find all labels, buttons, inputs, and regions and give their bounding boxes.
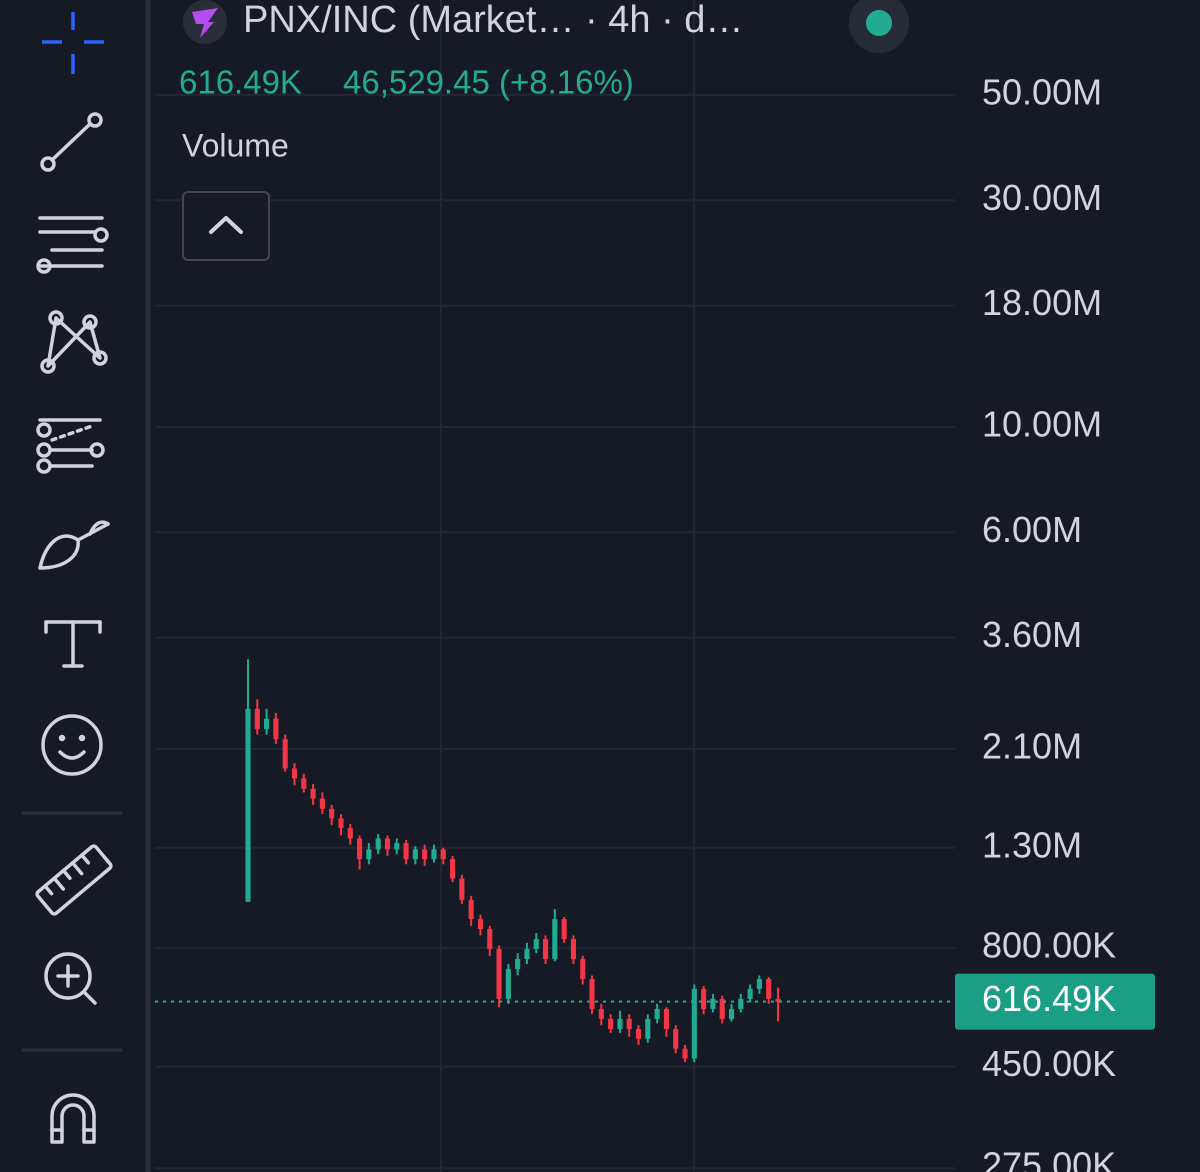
- y-tick-label: 18.00M: [982, 282, 1102, 323]
- y-tick-label: 800.00K: [982, 924, 1116, 965]
- candle-body: [310, 788, 316, 799]
- text-tool[interactable]: [44, 620, 102, 668]
- candle-body: [654, 1009, 660, 1019]
- candle-body: [412, 849, 418, 860]
- candle-body: [766, 979, 772, 999]
- candle-body: [282, 739, 288, 769]
- candle-body: [691, 988, 697, 1059]
- candle-body: [710, 998, 716, 1010]
- candle-body: [245, 708, 251, 902]
- candle-body: [477, 919, 484, 929]
- volume-value: 616.49K: [179, 64, 302, 101]
- candle-body: [682, 1048, 688, 1059]
- candle-body: [775, 998, 781, 1002]
- candle-body: [384, 838, 391, 850]
- y-tick-label: 6.00M: [982, 509, 1082, 550]
- header: PNX/INC (Market… · 4h · d… 616.49K 46,52…: [179, 0, 909, 261]
- y-tick-label: 1.30M: [982, 824, 1082, 865]
- candle-body: [570, 939, 576, 960]
- horizontal-lines-tool[interactable]: [36, 216, 109, 274]
- candle-body: [626, 1018, 632, 1030]
- candle-body: [515, 959, 521, 970]
- candle-body: [524, 948, 530, 960]
- toolbar: [0, 0, 151, 1172]
- status-dot: [866, 10, 892, 36]
- candle-body: [375, 838, 381, 850]
- candle-body: [645, 1018, 651, 1039]
- price-change: 46,529.45 (+8.16%): [343, 64, 634, 101]
- candle-body: [663, 1009, 669, 1030]
- candle-body: [635, 1029, 642, 1039]
- candle-body: [756, 979, 762, 989]
- y-tick-label: 2.10M: [982, 725, 1082, 766]
- candle-body: [357, 838, 363, 860]
- candle-body: [403, 843, 409, 860]
- candle-body: [617, 1018, 623, 1030]
- candle-body: [728, 1009, 735, 1019]
- candle-body: [505, 969, 511, 999]
- symbol-title[interactable]: PNX/INC (Market… · 4h · d…: [243, 0, 743, 41]
- candle-body: [264, 718, 270, 730]
- last-price-tag: [955, 973, 1155, 1030]
- indicator-title: Volume: [182, 127, 289, 163]
- zoom-tool[interactable]: [44, 952, 97, 1005]
- candle-body: [450, 859, 456, 879]
- y-tick-label: 30.00M: [982, 177, 1102, 218]
- candle-body: [533, 939, 539, 949]
- candle-body: [598, 1009, 604, 1019]
- y-tick-label: 50.00M: [982, 71, 1102, 112]
- candle-body: [301, 778, 307, 789]
- y-tick-label: 3.60M: [982, 614, 1082, 655]
- candle-body: [747, 988, 753, 999]
- magnet-tool[interactable]: [50, 1093, 96, 1144]
- symbol-logo-mark: [192, 8, 218, 38]
- price-axis: 50.00M 30.00M 18.00M 10.00M 6.00M 3.60M 2.10M 1…: [955, 71, 1155, 1172]
- y-tick-label: 450.00K: [982, 1043, 1116, 1084]
- collapse-icon: [209, 216, 243, 234]
- candle-body: [366, 849, 372, 860]
- candle-body: [561, 919, 567, 940]
- candle-body: [254, 708, 260, 730]
- crosshair-tool[interactable]: [42, 12, 104, 74]
- candle-body: [329, 808, 335, 819]
- candle-body: [394, 843, 400, 850]
- collapse-button[interactable]: [182, 191, 270, 261]
- candle-body: [338, 818, 344, 829]
- candle-body: [273, 718, 279, 740]
- candle-body: [496, 948, 502, 999]
- candle-body: [468, 899, 474, 920]
- ruler-tool[interactable]: [35, 844, 113, 916]
- candle-body: [673, 1029, 679, 1049]
- y-tick-label: 275.00K: [982, 1145, 1116, 1172]
- candle-body: [701, 988, 707, 1010]
- candle-body: [487, 928, 493, 949]
- plot: [155, 659, 955, 1063]
- candle-body: [552, 919, 558, 960]
- candle-body: [589, 979, 595, 1010]
- last-price-label: 616.49K: [982, 978, 1116, 1019]
- candle-body: [347, 828, 353, 839]
- candle-body: [319, 798, 325, 809]
- candle-body: [440, 849, 446, 860]
- candle-body: [459, 878, 465, 900]
- trend-line-tool[interactable]: [40, 112, 103, 172]
- emoji-tool[interactable]: [41, 714, 103, 776]
- y-tick-label: 10.00M: [982, 403, 1102, 444]
- candle-body: [291, 768, 298, 779]
- fib-tool[interactable]: [36, 418, 105, 474]
- candle-body: [738, 998, 744, 1010]
- candle-body: [422, 849, 428, 860]
- candle-body: [542, 939, 549, 960]
- brush-tool[interactable]: [38, 520, 110, 570]
- pattern-tool[interactable]: [40, 310, 108, 374]
- candle-body: [431, 849, 437, 860]
- candle-body: [719, 998, 725, 1019]
- candle-body: [608, 1018, 614, 1030]
- candle-body: [580, 959, 586, 980]
